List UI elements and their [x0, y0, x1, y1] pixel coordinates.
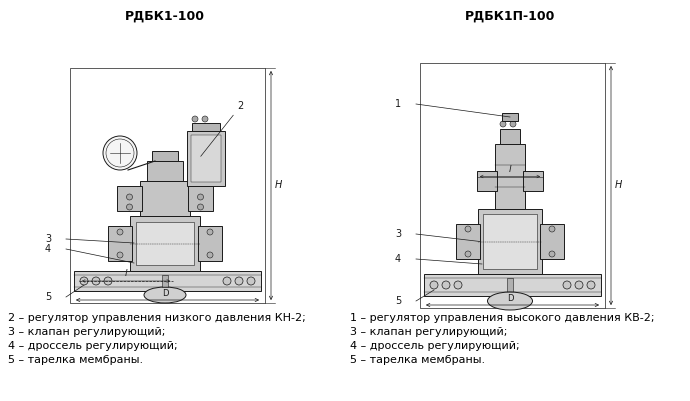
- Text: 1: 1: [395, 99, 401, 109]
- Bar: [477, 171, 497, 191]
- Bar: [70, 68, 265, 303]
- Bar: [483, 214, 537, 269]
- Text: РДБК1П-100: РДБК1П-100: [465, 10, 555, 23]
- Bar: [478, 209, 542, 274]
- Circle shape: [207, 252, 213, 258]
- Circle shape: [510, 121, 516, 127]
- Text: 5: 5: [45, 292, 51, 302]
- Circle shape: [126, 204, 132, 210]
- Circle shape: [103, 136, 137, 170]
- Bar: [187, 131, 225, 186]
- Text: l: l: [509, 164, 511, 174]
- Circle shape: [465, 226, 471, 232]
- Bar: [424, 274, 601, 296]
- Circle shape: [192, 116, 198, 122]
- Circle shape: [430, 281, 438, 289]
- Text: 3 – клапан регулирующий;: 3 – клапан регулирующий;: [8, 327, 166, 337]
- Bar: [540, 224, 564, 259]
- Bar: [74, 271, 261, 291]
- Bar: [192, 123, 220, 131]
- Bar: [500, 129, 520, 144]
- Text: 2: 2: [237, 101, 244, 111]
- Bar: [162, 275, 168, 287]
- Circle shape: [197, 204, 204, 210]
- Bar: [523, 171, 543, 191]
- Bar: [507, 278, 513, 292]
- Circle shape: [500, 121, 506, 127]
- Text: l: l: [125, 269, 127, 278]
- Circle shape: [80, 277, 88, 285]
- Circle shape: [117, 252, 123, 258]
- Circle shape: [247, 277, 255, 285]
- Bar: [136, 222, 194, 265]
- Circle shape: [454, 281, 462, 289]
- Text: D: D: [506, 294, 513, 303]
- Circle shape: [126, 194, 132, 200]
- Bar: [117, 186, 142, 211]
- Bar: [130, 216, 200, 271]
- Bar: [191, 135, 221, 182]
- Text: 5: 5: [395, 296, 401, 306]
- Circle shape: [465, 251, 471, 257]
- Text: H: H: [615, 180, 622, 190]
- Bar: [456, 224, 480, 259]
- Circle shape: [104, 277, 112, 285]
- Text: РДБК1-100: РДБК1-100: [125, 10, 205, 23]
- Bar: [198, 226, 222, 261]
- Circle shape: [202, 116, 208, 122]
- Circle shape: [92, 277, 100, 285]
- Bar: [152, 151, 178, 161]
- Bar: [108, 226, 132, 261]
- Ellipse shape: [144, 287, 186, 303]
- Circle shape: [549, 251, 555, 257]
- Text: H: H: [275, 180, 282, 190]
- Circle shape: [117, 229, 123, 235]
- Circle shape: [235, 277, 243, 285]
- Bar: [147, 161, 183, 181]
- Circle shape: [442, 281, 450, 289]
- Bar: [495, 144, 525, 209]
- Text: 3: 3: [45, 234, 51, 244]
- Text: 5 – тарелка мембраны.: 5 – тарелка мембраны.: [350, 355, 485, 365]
- Circle shape: [223, 277, 231, 285]
- Bar: [188, 186, 213, 211]
- Circle shape: [575, 281, 583, 289]
- Circle shape: [587, 281, 595, 289]
- Text: 4 – дроссель регулирующий;: 4 – дроссель регулирующий;: [8, 341, 177, 351]
- Circle shape: [549, 226, 555, 232]
- Text: D: D: [161, 289, 168, 298]
- Text: 5 – тарелка мембраны.: 5 – тарелка мембраны.: [8, 355, 143, 365]
- Text: 3 – клапан регулирующий;: 3 – клапан регулирующий;: [350, 327, 507, 337]
- Text: 4: 4: [395, 254, 401, 264]
- Text: 3: 3: [395, 229, 401, 239]
- Ellipse shape: [488, 292, 533, 310]
- Text: 4: 4: [45, 244, 51, 254]
- Bar: [502, 113, 518, 121]
- Circle shape: [563, 281, 571, 289]
- Text: 1 – регулятор управления высокого давления КВ-2;: 1 – регулятор управления высокого давлен…: [350, 313, 655, 323]
- Bar: [140, 181, 190, 216]
- Circle shape: [197, 194, 204, 200]
- Text: 4 – дроссель регулирующий;: 4 – дроссель регулирующий;: [350, 341, 520, 351]
- Bar: [420, 63, 605, 308]
- Circle shape: [207, 229, 213, 235]
- Text: 2 – регулятор управления низкого давления КН-2;: 2 – регулятор управления низкого давлени…: [8, 313, 306, 323]
